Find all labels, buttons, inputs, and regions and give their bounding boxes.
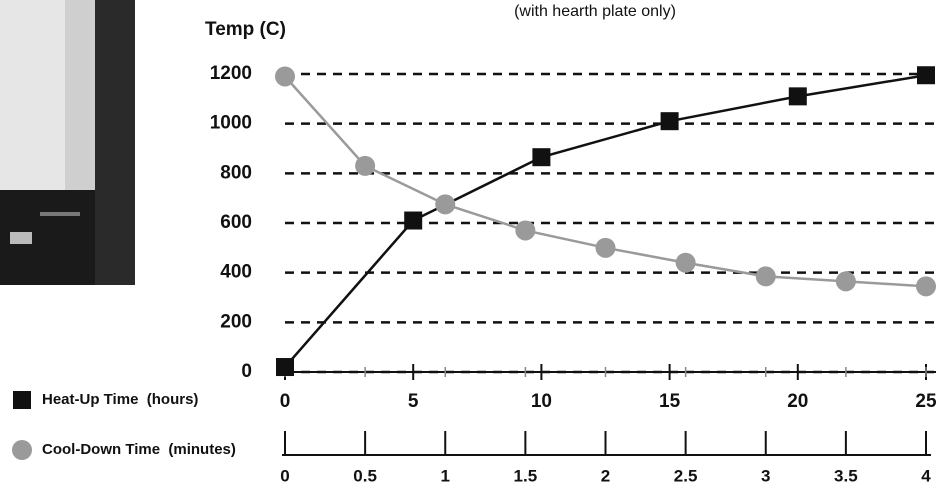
series-line [284,74,927,368]
y-tick-label: 1200 [210,63,252,84]
y-tick-label: 0 [241,361,252,382]
point [515,220,536,241]
x2-tick-label: 2 [601,466,610,485]
point [660,112,679,131]
x-tick-label: 5 [408,391,419,412]
point [435,194,456,215]
legend-label: Cool-Down Time (minutes) [42,441,236,458]
x2-tick-label: 2.5 [674,466,698,485]
x-tick-label: 20 [787,391,808,412]
furnace-photo [0,0,135,285]
point [835,271,856,292]
x2-tick-label: 3 [761,466,770,485]
y-axis-title: Temp (C) [205,19,286,40]
y-tick-label: 800 [220,162,252,183]
point [532,148,551,167]
x2-tick-label: 1 [441,466,450,485]
point [755,266,776,287]
y-tick-label: 200 [220,311,252,332]
x-tick-label: 25 [915,391,936,412]
point [916,276,936,297]
y-tick-label: 400 [220,262,252,283]
point [355,155,376,176]
y-tick-label: 600 [220,212,252,233]
x-tick-label: 0 [280,391,291,412]
legend-label: Heat-Up Time (hours) [42,391,198,408]
x2-tick-label: 0 [280,466,289,485]
legend-marker [12,440,32,460]
y-tick-label: 1000 [210,113,252,134]
x2-tick-label: 0.5 [353,466,377,485]
point [404,211,423,230]
point [675,252,696,273]
subtitle: (with hearth plate only) [514,3,676,20]
x2-tick-label: 1.5 [514,466,538,485]
point [595,237,616,258]
x-tick-label: 10 [531,391,552,412]
x2-tick-label: 4 [921,466,931,485]
x2-tick-label: 3.5 [834,466,858,485]
point [788,87,807,106]
x-tick-label: 15 [659,391,681,412]
legend-marker [13,391,31,409]
point [917,66,935,85]
point [275,66,295,87]
point [276,358,294,377]
